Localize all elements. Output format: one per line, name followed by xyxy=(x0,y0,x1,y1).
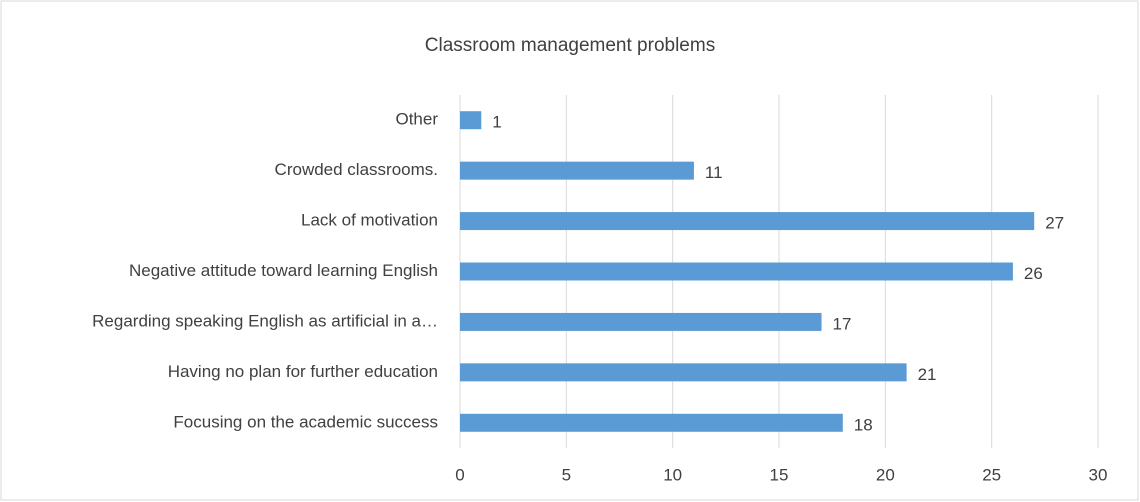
y-tick-label: Other xyxy=(395,110,438,129)
y-tick-label: Having no plan for further education xyxy=(168,362,438,381)
x-tick-label: 10 xyxy=(663,465,682,484)
y-tick-label: Negative attitude toward learning Englis… xyxy=(129,261,438,280)
bar xyxy=(460,312,822,331)
x-tick-label: 0 xyxy=(455,465,464,484)
bar xyxy=(460,262,1013,281)
data-label: 21 xyxy=(918,365,937,384)
data-label: 27 xyxy=(1045,214,1064,233)
data-label: 18 xyxy=(854,415,873,434)
x-tick-label: 30 xyxy=(1089,465,1108,484)
bar xyxy=(460,111,482,130)
bar xyxy=(460,363,907,382)
x-tick-label: 5 xyxy=(562,465,571,484)
data-label: 11 xyxy=(705,163,723,182)
x-tick-label: 20 xyxy=(876,465,895,484)
data-label: 1 xyxy=(492,113,501,132)
bar xyxy=(460,413,843,432)
x-tick-label: 15 xyxy=(770,465,789,484)
data-label: 26 xyxy=(1024,264,1043,283)
y-tick-label: Regarding speaking English as artificial… xyxy=(92,311,438,330)
y-tick-label: Focusing on the academic success xyxy=(173,412,438,431)
bar xyxy=(460,212,1035,231)
y-tick-label: Lack of motivation xyxy=(301,211,438,230)
data-label: 17 xyxy=(833,314,852,333)
x-tick-label: 25 xyxy=(982,465,1001,484)
chart-title: Classroom management problems xyxy=(425,35,715,56)
y-tick-label: Crowded classrooms. xyxy=(275,160,438,179)
bar xyxy=(460,161,694,180)
